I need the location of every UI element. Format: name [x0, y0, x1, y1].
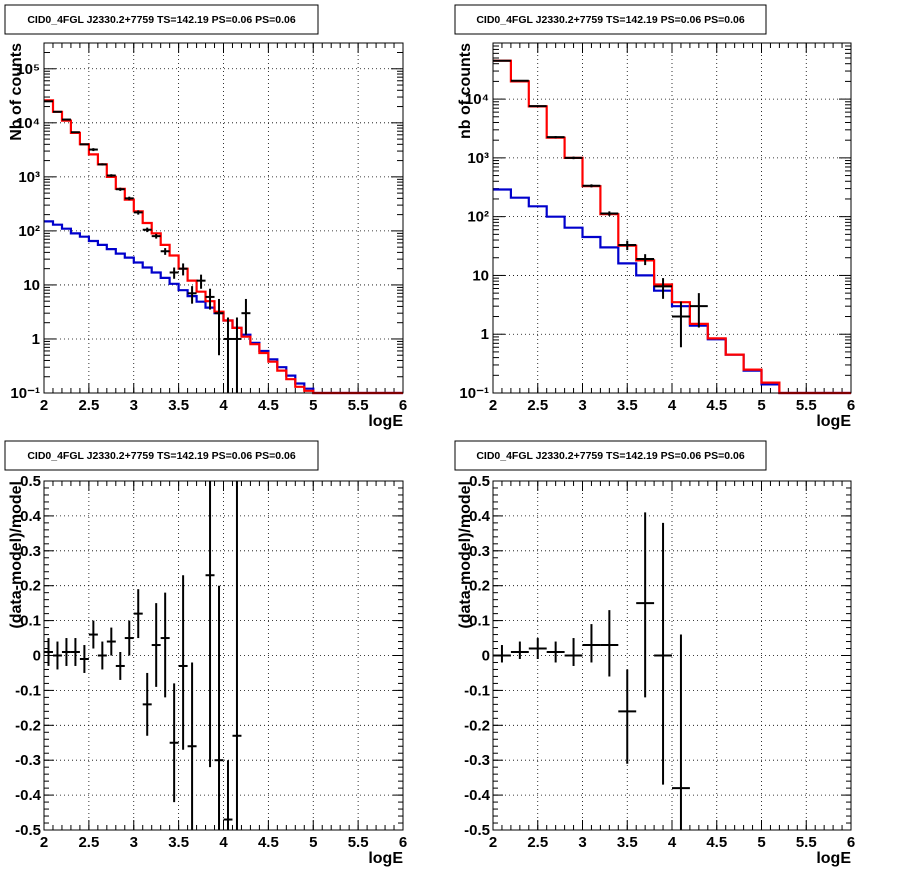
chart-title: CID0_4FGL J2330.2+7759 TS=142.19 PS=0.06…	[27, 450, 295, 462]
y-tick-label: 0	[33, 648, 41, 665]
y-tick-label: 10⁻¹	[10, 385, 40, 402]
x-tick-label: 2.5	[527, 834, 548, 851]
y-tick-label: 0.1	[20, 613, 41, 630]
x-tick-label: 5.5	[348, 834, 369, 851]
y-tick-label: 0.2	[20, 578, 41, 595]
x-tick-label: 6	[399, 397, 407, 414]
y-tick-label: 10⁵	[16, 61, 40, 78]
x-tick-label: 5	[309, 834, 317, 851]
x-tick-label: 2	[489, 397, 497, 414]
x-tick-label: 3.5	[617, 397, 638, 414]
title-box	[454, 4, 767, 35]
chart-title: CID0_4FGL J2330.2+7759 TS=142.19 PS=0.06…	[27, 14, 295, 26]
chart-panel-2: CID0_4FGL J2330.2+7759 TS=142.19 PS=0.06…	[454, 4, 855, 430]
y-tick-label: 0.3	[469, 543, 490, 560]
y-axis-title: (data-model)/model	[457, 481, 474, 629]
y-tick-label: 0.2	[469, 578, 490, 595]
chart-title: CID0_4FGL J2330.2+7759 TS=142.19 PS=0.06…	[476, 14, 744, 26]
x-tick-label: 4	[219, 397, 228, 414]
y-tick-label: 10²	[18, 223, 40, 240]
title-box	[4, 440, 319, 471]
chart-panel-1: CID0_4FGL J2330.2+7759 TS=142.19 PS=0.06…	[4, 4, 407, 430]
x-tick-label: 2.5	[78, 397, 99, 414]
chart-panel-4: CID0_4FGL J2330.2+7759 TS=142.19 PS=0.06…	[454, 440, 855, 867]
y-tick-label: 0.5	[469, 473, 490, 490]
y-tick-label: -0.3	[15, 752, 41, 769]
plot-frame	[492, 42, 852, 394]
x-tick-label: 3.5	[168, 397, 189, 414]
y-tick-label: 10	[472, 267, 489, 284]
x-tick-label: 2	[40, 834, 48, 851]
x-tick-label: 4.5	[258, 397, 279, 414]
title-box	[4, 4, 319, 35]
x-tick-label: 2	[40, 397, 48, 414]
total-model-histogram	[44, 99, 403, 395]
chart-title: CID0_4FGL J2330.2+7759 TS=142.19 PS=0.06…	[476, 450, 744, 462]
x-axis-title: logE	[816, 850, 851, 867]
y-axis-title: (data-model)/model	[8, 481, 25, 629]
x-tick-label: 2.5	[78, 834, 99, 851]
y-tick-label: 0.3	[20, 543, 41, 560]
y-tick-label: 1	[481, 326, 489, 343]
plot-frame	[43, 42, 404, 394]
chart-panel-3: CID0_4FGL J2330.2+7759 TS=142.19 PS=0.06…	[4, 440, 407, 867]
x-tick-label: 4.5	[706, 397, 727, 414]
x-tick-label: 4.5	[258, 834, 279, 851]
y-tick-label: 0.1	[469, 613, 490, 630]
y-tick-label: -0.1	[464, 682, 490, 699]
y-tick-label: 0.5	[20, 473, 41, 490]
x-tick-label: 5	[309, 397, 317, 414]
y-tick-label: -0.4	[464, 787, 491, 804]
y-tick-label: 10⁻¹	[459, 385, 489, 402]
y-tick-label: 10³	[18, 169, 40, 186]
plot-frame	[492, 480, 852, 831]
x-tick-label: 3	[130, 834, 138, 851]
x-tick-label: 6	[399, 834, 407, 851]
x-tick-label: 4.5	[706, 834, 727, 851]
y-tick-label: 0.4	[469, 508, 491, 525]
x-tick-label: 5.5	[348, 397, 369, 414]
x-tick-label: 6	[847, 397, 855, 414]
y-tick-label: -0.5	[15, 822, 41, 839]
y-axis-title: nb of counts	[457, 43, 474, 139]
y-axis-title: Nb of counts	[8, 43, 25, 141]
x-tick-label: 2	[489, 834, 497, 851]
y-tick-label: 10⁴	[465, 91, 489, 108]
plot-frame	[43, 480, 404, 831]
title-box	[454, 440, 767, 471]
y-tick-label: -0.5	[464, 822, 490, 839]
y-tick-label: 0	[482, 648, 490, 665]
component-model-histogram	[493, 188, 851, 395]
y-tick-label: -0.2	[464, 717, 490, 734]
x-tick-label: 4	[668, 834, 677, 851]
y-tick-label: 1	[32, 331, 40, 348]
x-tick-label: 4	[219, 834, 228, 851]
y-tick-label: 10²	[467, 209, 489, 226]
x-tick-label: 3	[578, 834, 586, 851]
x-tick-label: 3	[578, 397, 586, 414]
x-axis-title: logE	[368, 413, 403, 430]
x-axis-title: logE	[368, 850, 403, 867]
x-tick-label: 5	[757, 397, 765, 414]
y-tick-label: -0.3	[464, 752, 490, 769]
x-tick-label: 3	[130, 397, 138, 414]
x-tick-label: 3.5	[617, 834, 638, 851]
y-tick-label: -0.1	[15, 682, 41, 699]
x-tick-label: 5	[757, 834, 765, 851]
y-tick-label: 10³	[467, 150, 489, 167]
x-tick-label: 2.5	[527, 397, 548, 414]
x-tick-label: 6	[847, 834, 855, 851]
y-tick-label: 10	[23, 277, 40, 294]
y-tick-label: -0.4	[15, 787, 42, 804]
y-tick-label: 10⁴	[16, 115, 40, 132]
y-tick-label: -0.2	[15, 717, 41, 734]
x-axis-title: logE	[816, 413, 851, 430]
x-tick-label: 5.5	[796, 834, 817, 851]
y-tick-label: 0.4	[20, 508, 42, 525]
x-tick-label: 3.5	[168, 834, 189, 851]
x-tick-label: 4	[668, 397, 677, 414]
x-tick-label: 5.5	[796, 397, 817, 414]
